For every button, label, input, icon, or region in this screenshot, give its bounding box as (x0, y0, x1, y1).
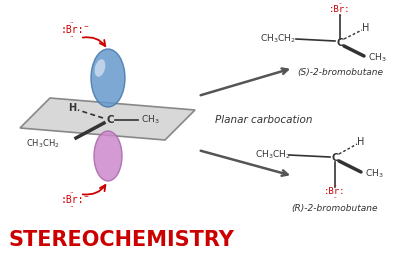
Text: STEREOCHEMISTRY: STEREOCHEMISTRY (8, 230, 234, 250)
Polygon shape (20, 98, 195, 140)
Text: H: H (357, 137, 365, 147)
Ellipse shape (94, 131, 122, 181)
Text: ⋅⋅: ⋅⋅ (70, 190, 74, 196)
Text: CH$_3$: CH$_3$ (141, 114, 160, 126)
Ellipse shape (95, 59, 105, 77)
Text: C: C (106, 115, 114, 125)
Text: :Br:: :Br: (60, 25, 84, 35)
Text: ⋅⋅: ⋅⋅ (333, 183, 337, 189)
Text: (R)-2-bromobutane: (R)-2-bromobutane (292, 204, 378, 213)
Text: ⋅⋅: ⋅⋅ (70, 204, 74, 210)
Text: H: H (362, 23, 370, 33)
Text: H: H (68, 103, 76, 113)
Text: ⋅⋅: ⋅⋅ (70, 34, 74, 40)
Text: (S)-2-bromobutane: (S)-2-bromobutane (297, 69, 383, 77)
Text: CH$_3$: CH$_3$ (365, 168, 384, 180)
Text: $^{-}$: $^{-}$ (83, 192, 89, 201)
Ellipse shape (91, 49, 125, 107)
Text: CH$_3$CH$_2$: CH$_3$CH$_2$ (260, 33, 296, 45)
Text: CH$_3$CH$_2$: CH$_3$CH$_2$ (26, 138, 60, 150)
Text: ⋅⋅: ⋅⋅ (338, 2, 342, 6)
Text: ⋅⋅: ⋅⋅ (70, 20, 74, 26)
Text: C: C (336, 38, 344, 48)
Text: CH$_3$CH$_2$: CH$_3$CH$_2$ (255, 149, 291, 161)
Text: CH$_3$: CH$_3$ (368, 52, 387, 64)
Text: $^{-}$: $^{-}$ (83, 22, 89, 31)
Text: Planar carbocation: Planar carbocation (215, 115, 312, 125)
Text: ⋅⋅: ⋅⋅ (338, 13, 342, 19)
Text: ⋅⋅: ⋅⋅ (333, 196, 337, 200)
Text: C: C (331, 153, 339, 163)
Text: :Br:: :Br: (60, 195, 84, 205)
Text: :Br:: :Br: (324, 188, 346, 197)
Text: :Br:: :Br: (329, 5, 351, 14)
